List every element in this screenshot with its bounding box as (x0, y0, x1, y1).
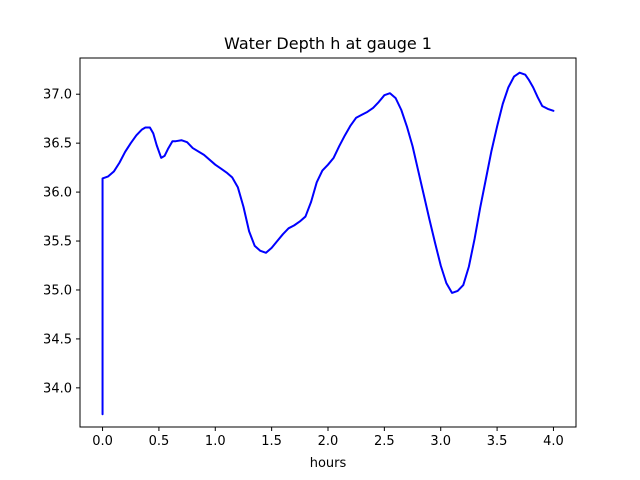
series-line-0 (101, 71, 555, 416)
y-tick-label: 35.0 (43, 283, 72, 298)
x-tick-label: 3.0 (430, 434, 451, 449)
y-axis: 34.0 34.5 35.0 35.5 36.0 36.5 37.0 (43, 88, 80, 396)
y-tick-label: 34.5 (43, 332, 72, 347)
y-tick-label: 35.5 (43, 235, 72, 250)
x-tick-label: 0.5 (149, 434, 170, 449)
x-axis: 0.0 0.5 1.0 1.5 2.0 2.5 3.0 3.5 4.0 (92, 427, 564, 449)
plot-area (79, 57, 577, 428)
x-tick-label: 2.0 (318, 434, 339, 449)
chart-title: Water Depth h at gauge 1 (224, 34, 432, 53)
y-tick-label: 37.0 (43, 88, 72, 103)
y-tick-label: 36.5 (43, 137, 72, 152)
x-tick-label: 4.0 (543, 434, 564, 449)
y-tick-label: 36.0 (43, 186, 72, 201)
x-tick-label: 1.5 (261, 434, 282, 449)
x-tick-label: 1.0 (205, 434, 226, 449)
x-axis-label: hours (310, 456, 347, 471)
x-tick-label: 0.0 (92, 434, 113, 449)
x-tick-label: 2.5 (374, 434, 395, 449)
y-tick-label: 34.0 (43, 381, 72, 396)
plot-background (80, 58, 576, 427)
x-tick-label: 3.5 (487, 434, 508, 449)
